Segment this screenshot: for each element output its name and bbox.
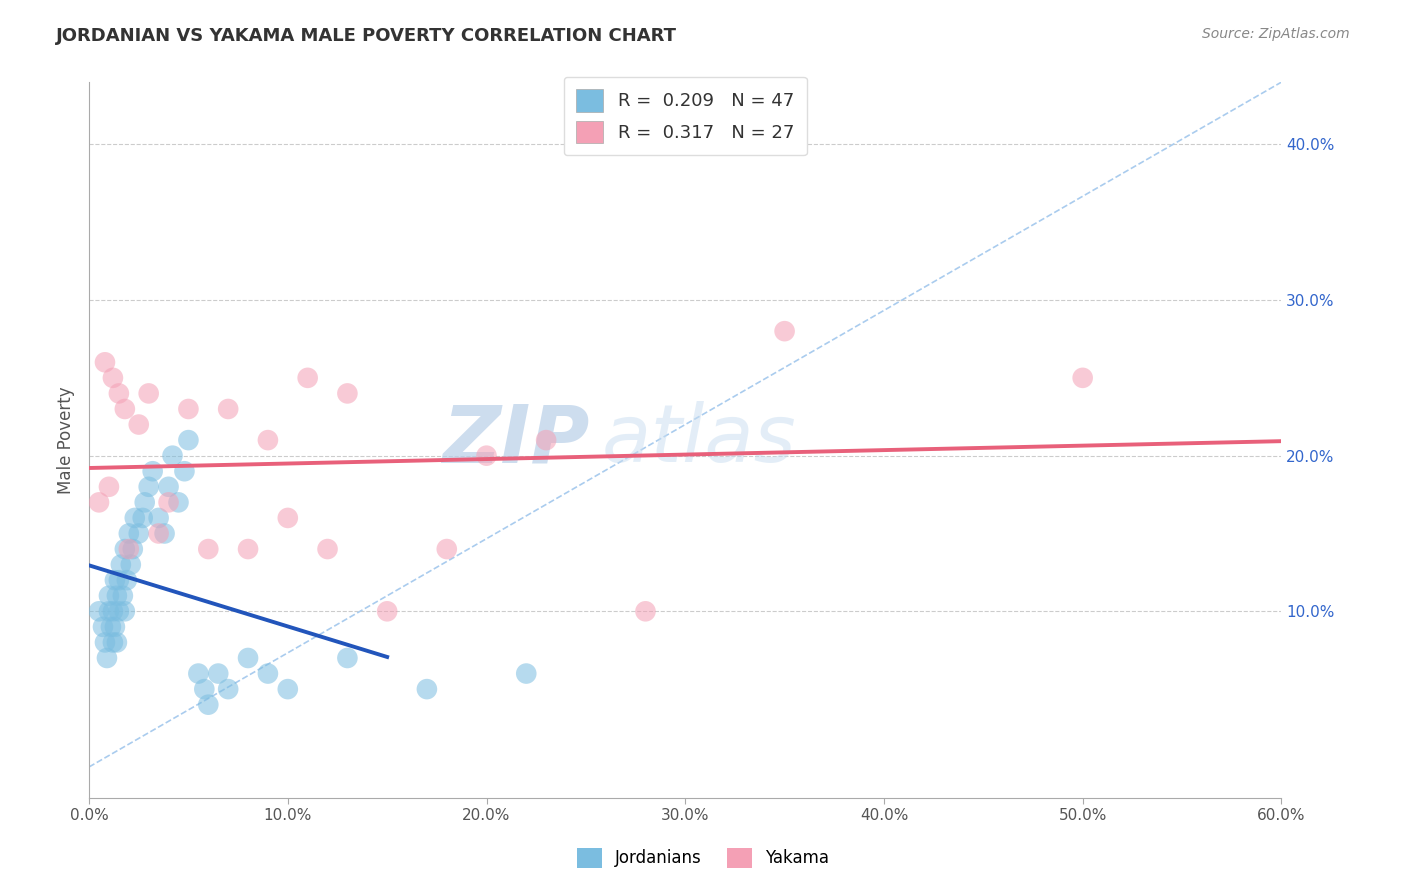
Y-axis label: Male Poverty: Male Poverty — [58, 386, 75, 494]
Point — [108, 386, 131, 401]
Text: Source: ZipAtlas.com: Source: ZipAtlas.com — [1202, 27, 1350, 41]
Point — [236, 651, 259, 665]
Point — [114, 604, 136, 618]
Point — [1071, 371, 1094, 385]
Point — [118, 526, 141, 541]
Point — [217, 401, 239, 416]
Point — [375, 604, 398, 618]
Point — [177, 401, 200, 416]
Point — [157, 495, 180, 509]
Point — [97, 480, 120, 494]
Point — [257, 666, 280, 681]
Point — [115, 573, 138, 587]
Point — [207, 666, 229, 681]
Point — [277, 682, 299, 697]
Point — [336, 386, 359, 401]
Point — [277, 511, 299, 525]
Legend: R =  0.209   N = 47, R =  0.317   N = 27: R = 0.209 N = 47, R = 0.317 N = 27 — [564, 77, 807, 155]
Point — [134, 495, 156, 509]
Point — [197, 698, 219, 712]
Point — [100, 620, 122, 634]
Legend: Jordanians, Yakama: Jordanians, Yakama — [569, 841, 837, 875]
Point — [111, 589, 134, 603]
Point — [257, 433, 280, 447]
Point — [138, 386, 160, 401]
Point — [128, 526, 150, 541]
Point — [97, 604, 120, 618]
Point — [87, 604, 110, 618]
Point — [104, 620, 127, 634]
Point — [138, 480, 160, 494]
Point — [87, 495, 110, 509]
Point — [114, 542, 136, 557]
Point — [177, 433, 200, 447]
Text: atlas: atlas — [602, 401, 797, 479]
Point — [132, 511, 155, 525]
Text: ZIP: ZIP — [443, 401, 591, 479]
Point — [101, 371, 124, 385]
Point — [634, 604, 657, 618]
Point — [105, 635, 128, 649]
Point — [104, 573, 127, 587]
Point — [162, 449, 184, 463]
Point — [336, 651, 359, 665]
Point — [773, 324, 796, 338]
Point — [108, 604, 131, 618]
Point — [118, 542, 141, 557]
Point — [316, 542, 339, 557]
Point — [197, 542, 219, 557]
Point — [153, 526, 176, 541]
Point — [236, 542, 259, 557]
Point — [96, 651, 118, 665]
Point — [97, 589, 120, 603]
Point — [105, 589, 128, 603]
Point — [94, 635, 117, 649]
Point — [157, 480, 180, 494]
Point — [101, 635, 124, 649]
Point — [167, 495, 190, 509]
Point — [120, 558, 142, 572]
Point — [534, 433, 557, 447]
Point — [121, 542, 143, 557]
Point — [142, 464, 165, 478]
Point — [187, 666, 209, 681]
Point — [91, 620, 114, 634]
Point — [128, 417, 150, 432]
Point — [101, 604, 124, 618]
Point — [416, 682, 439, 697]
Point — [108, 573, 131, 587]
Point — [193, 682, 215, 697]
Point — [475, 449, 498, 463]
Point — [114, 401, 136, 416]
Point — [110, 558, 132, 572]
Point — [173, 464, 195, 478]
Point — [436, 542, 458, 557]
Point — [94, 355, 117, 369]
Point — [297, 371, 319, 385]
Point — [148, 526, 170, 541]
Point — [515, 666, 537, 681]
Text: JORDANIAN VS YAKAMA MALE POVERTY CORRELATION CHART: JORDANIAN VS YAKAMA MALE POVERTY CORRELA… — [56, 27, 678, 45]
Point — [124, 511, 146, 525]
Point — [217, 682, 239, 697]
Point — [148, 511, 170, 525]
